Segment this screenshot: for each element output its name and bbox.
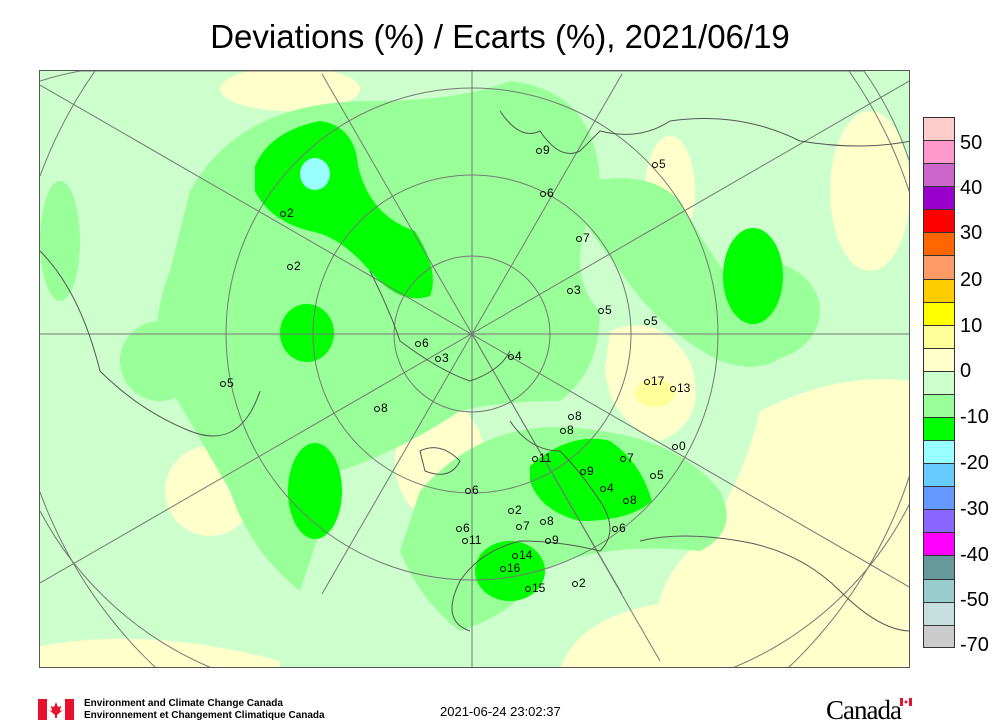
- station-value: 11: [532, 451, 551, 465]
- station-value: 7: [576, 231, 590, 245]
- station-value: 5: [644, 314, 658, 328]
- legend-swatch: [923, 440, 955, 464]
- station-value: 8: [623, 493, 637, 507]
- org-french: Environnement et Changement Climatique C…: [84, 710, 325, 721]
- legend-swatch: [923, 232, 955, 256]
- canada-flag-icon: [38, 699, 74, 720]
- legend-label: 0: [960, 360, 972, 382]
- legend-swatch: [923, 370, 955, 394]
- legend-swatch: [923, 255, 955, 279]
- legend-label: 40: [960, 177, 983, 199]
- org-english: Environment and Climate Change Canada: [84, 698, 283, 709]
- legend-swatch: [923, 509, 955, 533]
- legend-label: -30: [960, 498, 989, 520]
- station-value: 3: [435, 351, 449, 365]
- station-value: 17: [644, 374, 664, 388]
- station-value: 5: [652, 157, 666, 171]
- station-value: 3: [567, 283, 581, 297]
- station-value: 8: [568, 409, 582, 423]
- legend-swatch: [923, 209, 955, 233]
- graticule: [40, 71, 909, 667]
- legend-label: 10: [960, 315, 983, 337]
- color-legend: [923, 117, 955, 648]
- footer-organization: Environment and Climate Change Canada En…: [84, 698, 325, 722]
- station-value: 15: [525, 581, 545, 595]
- station-value: 6: [415, 336, 429, 350]
- station-value: 16: [500, 561, 520, 575]
- station-value: 8: [560, 423, 574, 437]
- legend-swatch: [923, 186, 955, 210]
- legend-swatch: [923, 532, 955, 556]
- legend-label: -40: [960, 544, 989, 566]
- positive-areas: [40, 71, 909, 667]
- station-value: 9: [545, 533, 559, 547]
- legend-swatch: [923, 601, 955, 625]
- station-value: 2: [508, 503, 522, 517]
- station-value: 6: [540, 186, 554, 200]
- map-fill: [40, 71, 909, 667]
- legend-label: -50: [960, 589, 989, 611]
- station-value: 4: [600, 481, 614, 495]
- legend-swatch: [923, 324, 955, 348]
- station-value: 0: [672, 439, 686, 453]
- station-value: 9: [580, 464, 594, 478]
- station-value: 2: [572, 576, 586, 590]
- legend-swatch: [923, 347, 955, 371]
- negative-15-20-area: [300, 158, 330, 190]
- station-value: 7: [516, 519, 530, 533]
- generation-timestamp: 2021-06-24 23:02:37: [440, 704, 561, 719]
- legend-label: 50: [960, 132, 983, 154]
- station-value: 13: [670, 381, 690, 395]
- station-value: 11: [462, 533, 481, 547]
- legend-swatch: [923, 486, 955, 510]
- station-value: 14: [512, 548, 532, 562]
- station-value: 6: [465, 483, 479, 497]
- legend-swatch: [923, 140, 955, 164]
- legend-swatch: [923, 301, 955, 325]
- legend-label: 20: [960, 269, 983, 291]
- legend-swatch: [923, 278, 955, 302]
- station-value: 6: [456, 521, 470, 535]
- legend-swatch: [923, 417, 955, 441]
- polar-map: 11 9 4 8 7 5 0 6 2 8 7 6 11 8 9 14 16 15…: [39, 70, 910, 668]
- canada-wordmark: Canada: [826, 695, 902, 725]
- legend-label: -70: [960, 634, 989, 656]
- legend-swatch: [923, 624, 955, 648]
- legend-label: -10: [960, 406, 989, 428]
- legend-swatch: [923, 393, 955, 418]
- station-value: 2: [287, 259, 301, 273]
- chart-title: Deviations (%) / Ecarts (%), 2021/06/19: [210, 18, 790, 55]
- coastlines: [40, 110, 909, 632]
- station-value: 8: [540, 514, 554, 528]
- station-value: 5: [598, 303, 612, 317]
- station-value: 7: [620, 451, 634, 465]
- legend-swatch: [923, 578, 955, 602]
- legend-swatch: [923, 555, 955, 579]
- station-value: 8: [374, 401, 388, 415]
- legend-swatch: [923, 163, 955, 187]
- legend-swatch: [923, 463, 955, 487]
- legend-label: 30: [960, 222, 983, 244]
- station-value: 5: [220, 376, 234, 390]
- legend-label: -20: [960, 452, 989, 474]
- station-value: 6: [612, 521, 626, 535]
- wordmark-flag-icon: [900, 698, 912, 706]
- legend-swatch: [923, 117, 955, 141]
- negative-5-10-areas: [40, 81, 820, 631]
- station-value: 5: [650, 468, 664, 482]
- station-value: 2: [280, 206, 294, 220]
- station-value: 4: [508, 349, 522, 363]
- station-value: 9: [536, 143, 550, 157]
